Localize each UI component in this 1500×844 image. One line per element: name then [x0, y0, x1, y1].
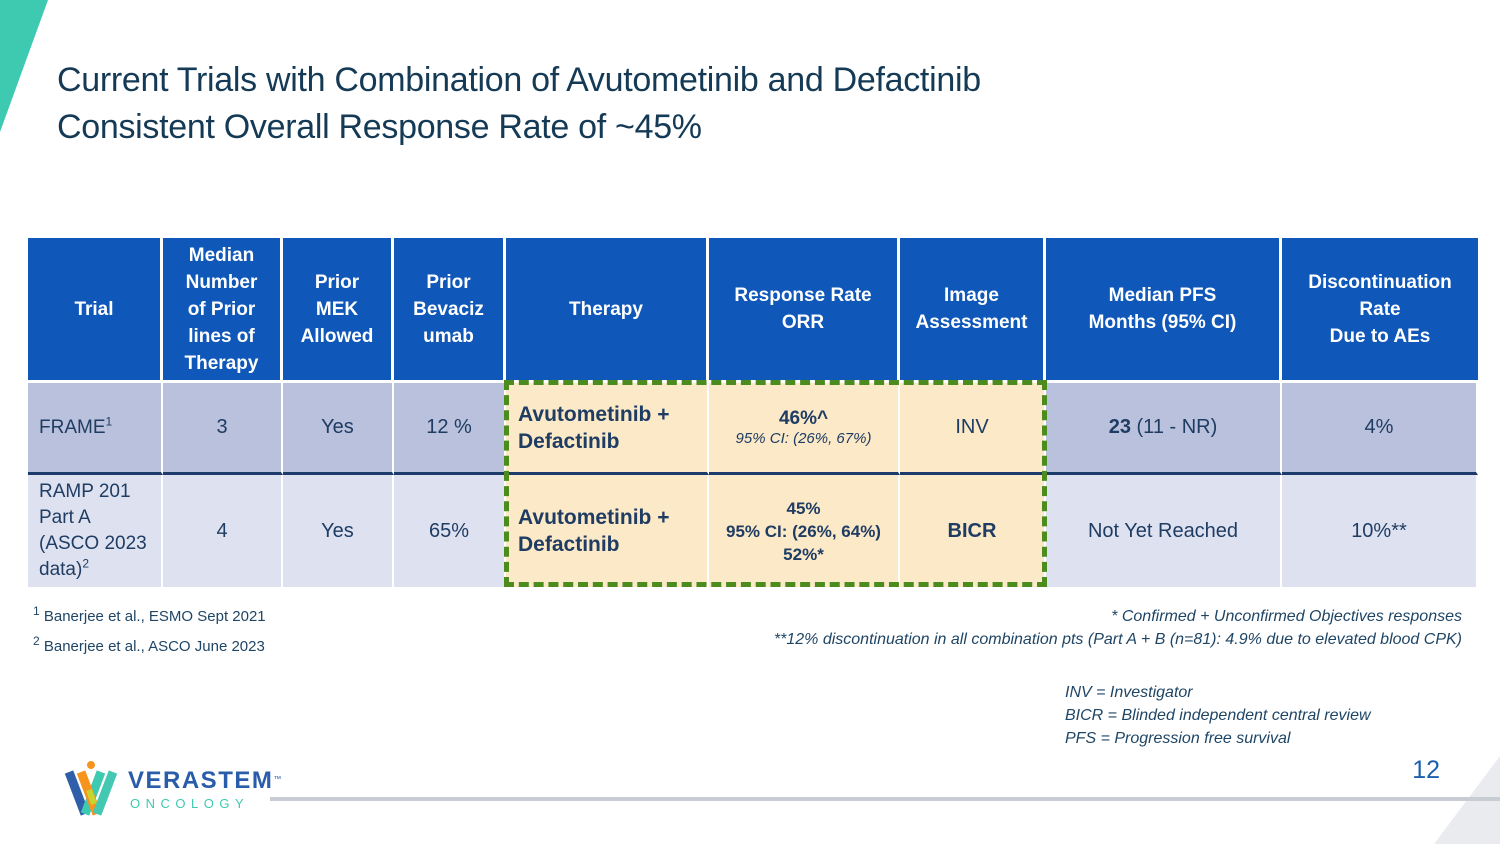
orr-confirmed-value: 52%*: [783, 544, 824, 564]
footnote-2: 2 Banerjee et al., ASCO June 2023: [33, 634, 265, 655]
brand-name: VERASTEM: [128, 767, 274, 794]
corner-teal-wedge: [0, 0, 48, 132]
orr-confidence-interval: 95% CI: (26%, 64%): [726, 521, 881, 541]
trial-name: RAMP 201 Part A (ASCO 2023 data): [39, 481, 147, 580]
verastem-logo-icon: [64, 761, 118, 816]
orr-value: 45%: [786, 498, 821, 518]
orr-value: 46%^: [778, 408, 829, 429]
cell-median-pfs-ramp201: Not Yet Reached: [1046, 475, 1282, 587]
trials-comparison-table: Trial Median Number of Prior lines of Th…: [28, 238, 1478, 587]
trial-footnote-marker: 2: [82, 556, 89, 571]
cell-prior-bev-ramp201: 65%: [394, 475, 506, 587]
footer-divider-line: [270, 797, 1500, 801]
trademark-symbol: ™: [273, 774, 282, 784]
cell-orr-frame: 46%^ 95% CI: (26%, 67%): [709, 383, 900, 475]
legend-bicr: BICR = Blinded independent central revie…: [1065, 707, 1371, 724]
abbreviation-legend: INV = Investigator BICR = Blinded indepe…: [1065, 681, 1371, 750]
header-prior-bevacizumab: Prior Bevaciz umab: [394, 238, 506, 383]
slide-title: Current Trials with Combination of Avuto…: [57, 57, 1307, 151]
header-response-rate: Response Rate ORR: [709, 238, 900, 383]
cell-trial-frame: FRAME1: [28, 383, 163, 475]
header-median-pfs: Median PFS Months (95% CI): [1046, 238, 1282, 383]
statistical-footnotes: * Confirmed + Unconfirmed Objectives res…: [742, 605, 1462, 651]
brand-subtitle: ONCOLOGY: [130, 796, 250, 811]
pfs-range: Not Yet Reached: [1087, 519, 1239, 542]
header-prior-mek: Prior MEK Allowed: [283, 238, 394, 383]
cell-discontinuation-frame: 4%: [1282, 383, 1478, 475]
page-number: 12: [1412, 756, 1440, 784]
cell-image-assessment-ramp201: BICR: [900, 475, 1046, 587]
header-therapy: Therapy: [506, 238, 709, 383]
trial-footnote-marker: 1: [105, 414, 113, 429]
cell-therapy-ramp201: Avutometinib + Defactinib: [506, 475, 709, 587]
cell-prior-lines-frame: 3: [163, 383, 283, 475]
header-trial: Trial: [28, 238, 163, 383]
cell-median-pfs-frame: 23 (11 - NR): [1046, 383, 1282, 475]
verastem-logo: VERASTEM™ ONCOLOGY: [62, 760, 281, 818]
cell-prior-lines-ramp201: 4: [163, 475, 283, 587]
cell-orr-ramp201: 45% 95% CI: (26%, 64%) 52%*: [709, 475, 900, 587]
pfs-median-value: 23: [1108, 416, 1131, 438]
orr-confidence-interval: 95% CI: (26%, 67%): [735, 430, 872, 447]
legend-pfs: PFS = Progression free survival: [1065, 730, 1291, 747]
cell-prior-mek-frame: Yes: [283, 383, 394, 475]
footnote-confirmed-responses: * Confirmed + Unconfirmed Objectives res…: [1111, 608, 1462, 625]
footnote-1: 1 Banerjee et al., ESMO Sept 2021: [33, 604, 266, 625]
header-median-prior-lines: Median Number of Prior lines of Therapy: [163, 238, 283, 383]
cell-prior-mek-ramp201: Yes: [283, 475, 394, 587]
reference-footnotes: 1 Banerjee et al., ESMO Sept 2021 2 Bane…: [33, 604, 266, 668]
legend-inv: INV = Investigator: [1065, 684, 1193, 701]
header-discontinuation-rate: Discontinuation Rate Due to AEs: [1282, 238, 1478, 383]
slide-title-line1: Current Trials with Combination of Avuto…: [57, 61, 981, 99]
cell-trial-ramp201: RAMP 201 Part A (ASCO 2023 data)2: [28, 475, 163, 587]
slide-title-line2: Consistent Overall Response Rate of ~45%: [57, 108, 702, 146]
cell-therapy-frame: Avutometinib + Defactinib: [506, 383, 709, 475]
trial-name: FRAME: [39, 416, 106, 438]
cell-prior-bev-frame: 12 %: [394, 383, 506, 475]
cell-discontinuation-ramp201: 10%**: [1282, 475, 1478, 587]
pfs-range: (11 - NR): [1130, 416, 1218, 438]
cell-image-assessment-frame: INV: [900, 383, 1046, 475]
header-image-assessment: Image Assessment: [900, 238, 1046, 383]
footnote-discontinuation-detail: **12% discontinuation in all combination…: [773, 631, 1462, 648]
